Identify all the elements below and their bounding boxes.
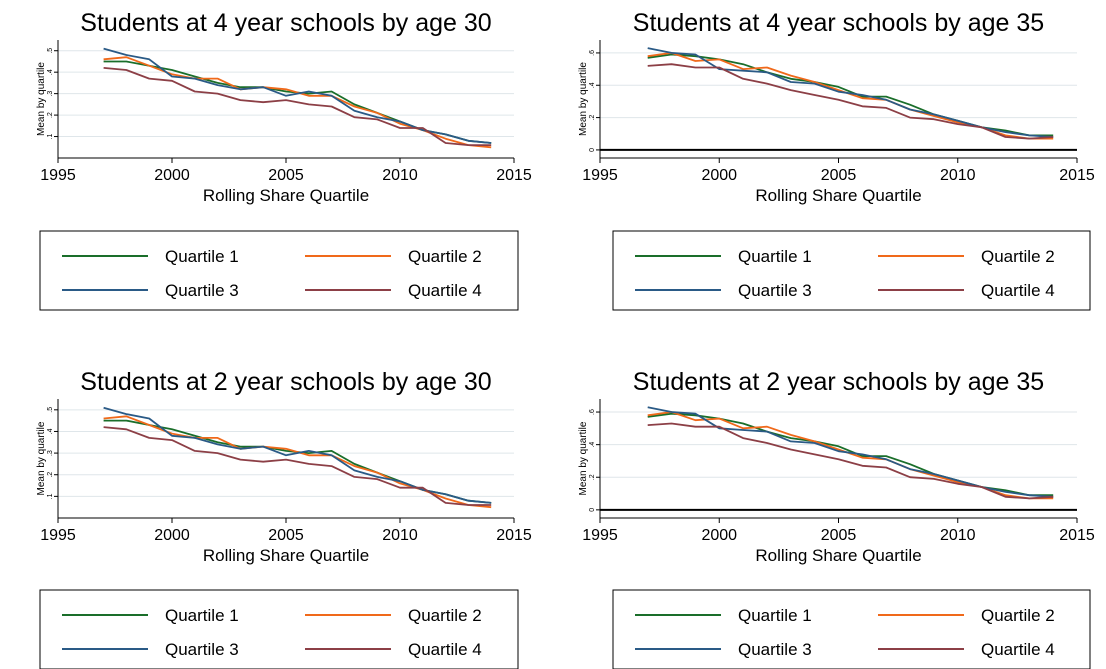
y-tick-label: .4 [589,82,596,88]
legend-label: Quartile 2 [408,606,482,625]
legend-label: Quartile 2 [981,247,1055,266]
x-tick-label: 2015 [496,167,532,184]
x-tick-label: 2000 [701,167,737,184]
x-axis-label: Rolling Share Quartile [203,546,369,565]
y-axis-label: Mean by quartile [578,62,589,136]
x-tick-label: 2000 [701,527,737,544]
legend-label: Quartile 4 [408,640,482,659]
x-axis-label: Rolling Share Quartile [755,186,921,205]
y-tick-label: .4 [47,69,54,75]
legend-box [612,589,1091,669]
y-tick-label: .2 [589,474,596,480]
legend-box [612,230,1091,311]
x-tick-label: 2005 [268,527,304,544]
y-tick-label: .6 [589,50,596,56]
y-tick-label: .6 [589,409,596,415]
chart-panel-1: Students at 4 year schools by age 30 .1 .2… [36,9,532,311]
chart-title: Students at 4 year schools by age 30 [80,9,491,37]
x-tick-label: 2010 [940,527,976,544]
x-tick-label: 2010 [940,167,976,184]
x-tick-label: 1995 [582,167,618,184]
y-axis-label: Mean by quartile [578,421,589,495]
x-tick-label: 2000 [154,527,190,544]
chart-panel-2: Students at 4 year schools by age 35 0 .2.… [578,9,1095,311]
y-axis-label: Mean by quartile [36,62,47,136]
y-axis-label: Mean by quartile [36,421,47,495]
x-tick-label: 1995 [40,167,76,184]
legend-label: Quartile 2 [981,606,1055,625]
legend-label: Quartile 1 [738,247,812,266]
chart-title: Students at 2 year schools by age 35 [633,368,1044,396]
y-tick-label: .1 [47,493,54,499]
x-tick-label: 1995 [40,527,76,544]
legend: Quartile 1 Quartile 2 Quartile 3 Quartile 4 [39,230,519,311]
legend-label: Quartile 1 [738,606,812,625]
chart-panel-3: Students at 2 year schools by age 30 .1 .2… [36,368,532,669]
y-tick-label: .3 [47,91,54,97]
x-tick-label: 2010 [382,167,418,184]
y-tick-label: .2 [47,112,54,118]
legend-label: Quartile 4 [981,640,1055,659]
series-line-quartile-4 [647,63,1054,140]
legend-box [39,230,519,311]
y-tick-label: .4 [589,442,596,448]
legend-label: Quartile 4 [408,281,482,300]
legend-box [39,589,519,669]
legend-label: Quartile 3 [738,640,812,659]
legend-label: Quartile 2 [408,247,482,266]
x-tick-label: 2015 [1059,167,1095,184]
legend-label: Quartile 1 [165,247,239,266]
x-tick-label: 1995 [582,527,618,544]
y-tick-label: .3 [47,450,54,456]
legend: Quartile 1 Quartile 2 Quartile 3 Quartile 4 [39,589,519,669]
y-tick-label: .2 [47,472,54,478]
series-line-quartile-4 [647,422,1054,500]
x-axis-label: Rolling Share Quartile [755,546,921,565]
chart-title: Students at 4 year schools by age 35 [633,9,1044,37]
y-tick-label: 0 [589,508,596,512]
legend-label: Quartile 3 [165,640,239,659]
chart-title: Students at 2 year schools by age 30 [80,368,491,396]
legend-label: Quartile 3 [165,281,239,300]
y-tick-label: 0 [589,148,596,152]
x-tick-label: 2015 [1059,527,1095,544]
series-line-quartile-4 [103,426,492,506]
x-tick-label: 2000 [154,167,190,184]
y-tick-label: .5 [47,407,54,413]
y-tick-label: .2 [589,115,596,121]
y-tick-label: .1 [47,134,54,140]
x-axis-label: Rolling Share Quartile [203,186,369,205]
x-tick-label: 2005 [268,167,304,184]
x-tick-label: 2005 [821,167,857,184]
y-tick-label: .4 [47,428,54,434]
x-tick-label: 2015 [496,527,532,544]
x-tick-label: 2005 [821,527,857,544]
legend-label: Quartile 1 [165,606,239,625]
legend-label: Quartile 4 [981,281,1055,300]
legend-label: Quartile 3 [738,281,812,300]
legend: Quartile 1 Quartile 2 Quartile 3 Quartile 4 [612,589,1091,669]
x-tick-label: 2010 [382,527,418,544]
legend: Quartile 1 Quartile 2 Quartile 3 Quartile 4 [612,230,1091,311]
chart-panel-4: Students at 2 year schools by age 35 0 .2.… [578,368,1095,669]
series-line-quartile-4 [103,67,492,147]
y-tick-label: .5 [47,48,54,54]
